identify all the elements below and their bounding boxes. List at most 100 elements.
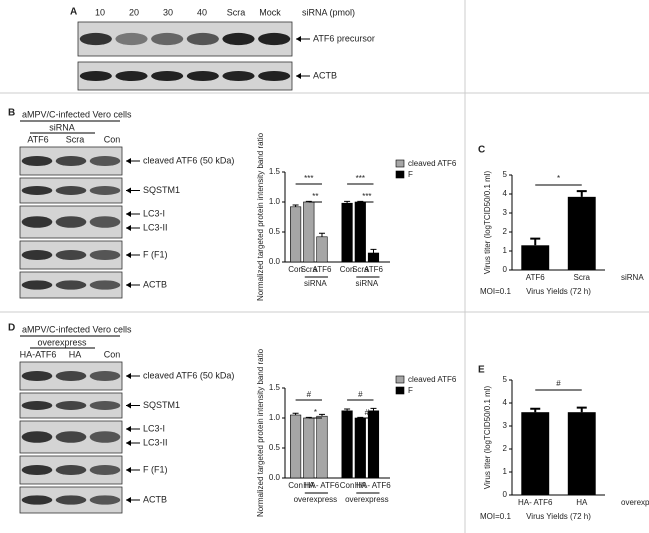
band-label: ACTB [313,70,337,80]
blot-band [21,216,53,228]
band-label: SQSTM1 [143,185,180,195]
band-label: cleaved ATF6 (50 kDa) [143,155,234,165]
y-axis-label: Normalized targeted protein intensity ba… [256,132,265,301]
blot-band [55,370,87,382]
arrow-head [126,426,131,432]
y-tick-label: 0.5 [269,443,281,452]
band-label: ATF6 precursor [313,33,375,43]
blot-band [21,280,53,290]
error-bar [292,412,299,415]
y-tick-label: 0 [503,490,508,499]
blot-band [186,70,219,82]
bar [316,236,328,263]
significance: # [365,408,370,417]
y-axis-label: Virus titer (logTCID50/0.1 ml) [483,170,492,274]
lane-unit: siRNA (pmol) [302,7,355,17]
y-tick-label: 1.0 [269,413,281,422]
panel-label: B [8,108,15,119]
panel-label: A [70,7,77,18]
bar [367,252,380,263]
bar [341,202,353,263]
significance: # [358,390,363,399]
arrow-head [126,440,131,446]
blot-band [89,216,121,228]
lane-label: Con [104,134,121,144]
arrow-head [126,211,131,217]
arrow-head [126,282,131,288]
note: MOI=0.1 [480,287,511,296]
band-label: LC3-I [143,423,165,433]
bar [567,196,596,270]
x-axis-label: Virus Yields (72 h) [526,512,591,521]
group-label: siRNA [621,273,644,282]
lane-label: 10 [95,7,105,17]
error-bar [576,406,587,413]
lane-label: Scra [227,7,246,17]
arrow-head [126,158,131,164]
arrow-head [126,467,131,473]
blot-band [258,32,291,46]
group-label: overexpress [345,495,389,504]
panel-label: C [478,145,485,156]
group-label: siRNA [304,279,327,288]
x-tick-label: HA- ATF6 [305,481,340,490]
bar [290,414,302,479]
y-axis-label: Virus titer (logTCID50/0.1 ml) [483,385,492,489]
x-tick-label: Con [340,265,355,274]
blot-band [89,155,121,167]
y-tick-label: 1 [503,246,508,255]
x-tick-label: ATF6 [313,265,333,274]
blot-band [55,155,87,167]
group-label: siRNA [49,122,75,132]
arrow-head [296,36,301,42]
bar [354,417,366,479]
error-bar [344,408,351,411]
legend-label: F [408,170,413,179]
lane-label: Con [104,349,121,359]
blot-band [89,495,121,505]
arrow-head [126,187,131,194]
error-bar [318,413,325,417]
band-label: LC3-I [143,208,165,218]
y-tick-label: 1.5 [269,383,281,392]
lane-label: Mock [259,7,281,17]
x-tick-label: HA- ATF6 [518,498,553,507]
legend-swatch [395,386,405,395]
x-tick-label: HA- ATF6 [356,481,391,490]
error-bar [370,248,377,253]
band-label: ACTB [143,279,167,289]
significance: # [556,379,561,388]
blot-band [55,216,87,228]
blot-band [151,32,184,46]
y-tick-label: 3 [503,208,508,217]
lane-label: 30 [163,7,173,17]
band-label: SQSTM1 [143,400,180,410]
y-tick-label: 0 [503,265,508,274]
blot-band [79,32,112,46]
bar [303,417,315,479]
blot-band [21,401,53,410]
y-tick-label: 0.5 [269,227,281,236]
blot-band [79,70,112,82]
blot-band [222,32,255,46]
x-tick-label: Con [288,481,303,490]
significance: # [307,390,312,399]
bar [367,410,380,479]
lane-label: 40 [197,7,207,17]
blot-band [55,280,87,290]
band-label: F (F1) [143,464,168,474]
group-label: overexpress [621,498,649,507]
blot-band [222,70,255,82]
blot-band [21,155,53,167]
arrow-head [126,373,131,379]
significance: * [314,408,317,417]
band-label: F (F1) [143,249,168,259]
y-tick-label: 1.0 [269,197,281,206]
blot-band [89,249,121,261]
significance: *** [356,174,365,183]
arrow-head [126,402,131,409]
significance: ** [312,192,318,201]
blot-band [186,32,219,46]
y-tick-label: 1.5 [269,167,281,176]
